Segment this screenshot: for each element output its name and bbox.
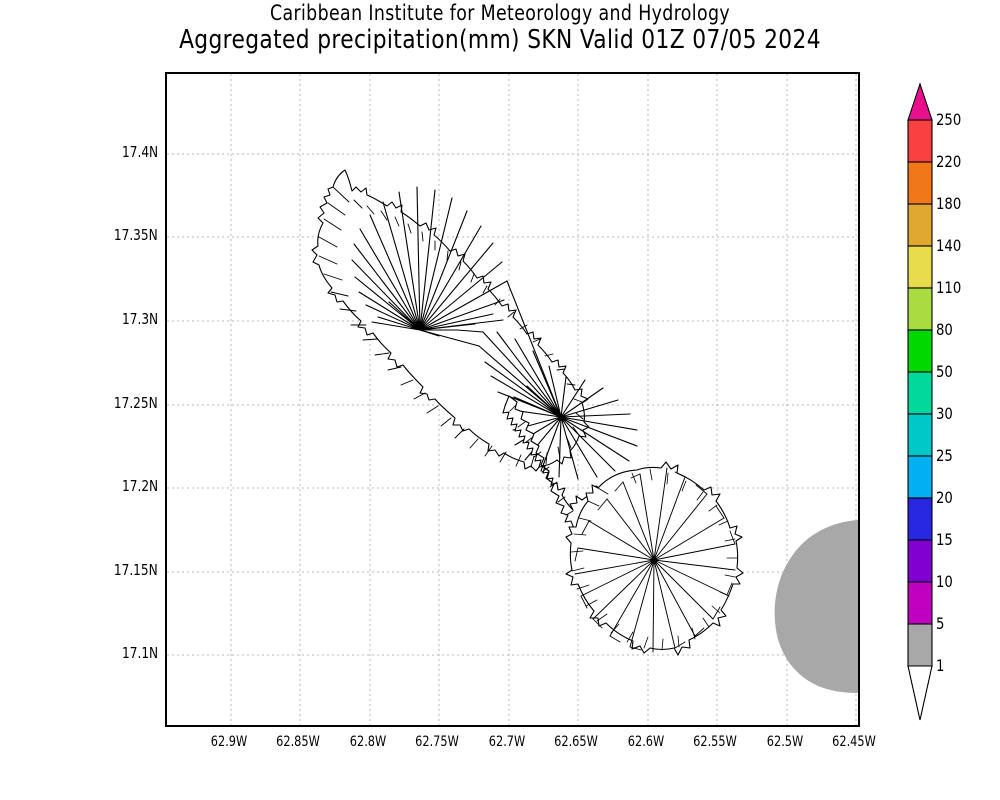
x-tick-62.6W: 62.6W <box>627 734 665 750</box>
colorbar-band-15-20 <box>907 497 933 541</box>
colorbar-swatches <box>907 82 933 721</box>
colorbar-label-50: 50 <box>936 362 953 381</box>
colorbar-band-50-80 <box>907 329 933 373</box>
map-plot-area <box>165 72 860 727</box>
x-tick-62.75W: 62.75W <box>415 734 459 750</box>
colorbar-label-80: 80 <box>936 320 953 339</box>
y-tick-17.35N: 17.35N <box>114 226 158 244</box>
precipitation-colorbar: 250 220 180 140 110 80 50 30 25 20 15 10… <box>880 78 1000 728</box>
x-tick-62.65W: 62.65W <box>554 734 598 750</box>
colorbar-arrow-top <box>907 82 933 121</box>
colorbar-band-1-5 <box>907 623 933 667</box>
colorbar-band-110-140 <box>907 245 933 289</box>
colorbar-label-140: 140 <box>936 236 962 255</box>
colorbar-band-140-180 <box>907 203 933 247</box>
precip-patch-1-5mm <box>774 520 858 693</box>
colorbar-label-110: 110 <box>936 278 962 297</box>
colorbar-band-5-10 <box>907 581 933 625</box>
x-tick-62.9W: 62.9W <box>210 734 248 750</box>
y-tick-17.3N: 17.3N <box>121 310 158 328</box>
x-tick-62.55W: 62.55W <box>693 734 737 750</box>
colorbar-label-1: 1 <box>936 656 945 675</box>
x-tick-62.8W: 62.8W <box>349 734 387 750</box>
x-tick-62.45W: 62.45W <box>832 734 876 750</box>
colorbar-band-25-30 <box>907 413 933 457</box>
colorbar-band-180-220 <box>907 161 933 205</box>
y-tick-17.15N: 17.15N <box>114 561 158 579</box>
product-title: Aggregated precipitation(mm) SKN Valid 0… <box>179 25 821 55</box>
colorbar-label-10: 10 <box>936 572 953 591</box>
y-axis-tick-labels: 17.4N 17.35N 17.3N 17.25N 17.2N 17.15N 1… <box>40 72 158 727</box>
x-tick-62.5W: 62.5W <box>766 734 804 750</box>
y-tick-17.4N: 17.4N <box>121 143 158 161</box>
colorbar-band-220-250 <box>907 119 933 163</box>
x-tick-62.85W: 62.85W <box>276 734 320 750</box>
colorbar-band-80-110 <box>907 287 933 331</box>
y-tick-17.1N: 17.1N <box>121 644 158 662</box>
colorbar-label-20: 20 <box>936 488 953 507</box>
x-tick-62.7W: 62.7W <box>488 734 526 750</box>
colorbar-band-20-25 <box>907 455 933 499</box>
colorbar-arrow-bottom <box>907 665 933 721</box>
x-axis-tick-labels: 62.9W 62.85W 62.8W 62.75W 62.7W 62.65W 6… <box>165 734 876 755</box>
island-st-kitts <box>311 169 638 480</box>
colorbar-label-15: 15 <box>936 530 953 549</box>
island-nevis <box>565 461 744 656</box>
colorbar-label-220: 220 <box>936 152 962 171</box>
map-canvas <box>167 74 858 725</box>
colorbar-label-5: 5 <box>936 614 945 633</box>
colorbar-label-25: 25 <box>936 446 953 465</box>
y-tick-17.2N: 17.2N <box>121 477 158 495</box>
colorbar-label-30: 30 <box>936 404 953 423</box>
colorbar-band-30-50 <box>907 371 933 415</box>
colorbar-label-180: 180 <box>936 194 962 213</box>
y-tick-17.25N: 17.25N <box>114 394 158 412</box>
institute-title: Caribbean Institute for Meteorology and … <box>269 1 731 25</box>
colorbar-label-250: 250 <box>936 110 962 129</box>
colorbar-band-10-15 <box>907 539 933 583</box>
